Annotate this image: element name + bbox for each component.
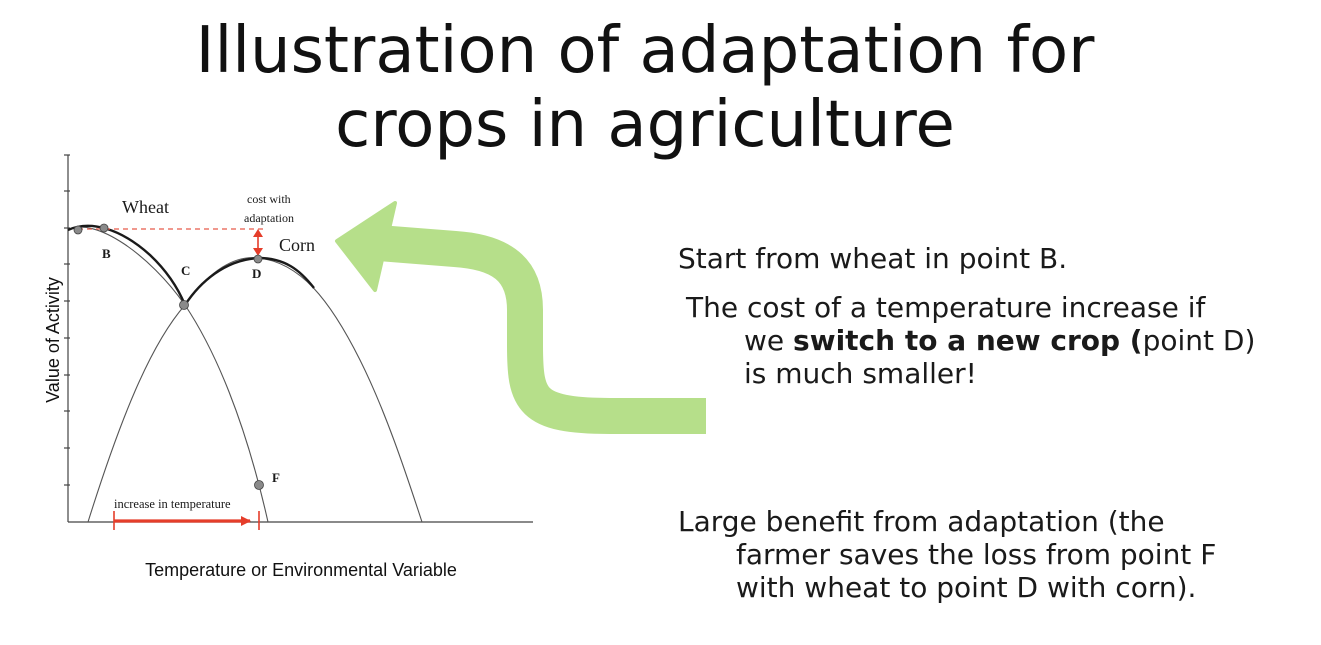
point-B-label: B: [102, 246, 111, 261]
envelope-curve: [67, 224, 315, 308]
slide-title: Illustration of adaptation for crops in …: [0, 14, 1290, 162]
benefit-text: Large benefit from adaptation (the farme…: [678, 505, 1216, 604]
cost-line-2-post: point D): [1142, 324, 1256, 357]
title-line-2: crops in agriculture: [335, 88, 955, 162]
y-axis: [64, 154, 70, 522]
start-line: Start from wheat in point B.: [678, 242, 1068, 275]
temperature-increase-arrow: [113, 511, 260, 530]
point-D-label: D: [252, 266, 261, 281]
increase-label: increase in temperature: [114, 497, 231, 511]
cost-line-2-pre: we: [744, 324, 794, 357]
start-text: Start from wheat in point B.: [678, 242, 1067, 275]
green-arrow-head: [335, 201, 397, 292]
y-axis-label: Value of Activity: [43, 277, 63, 403]
point-F-marker: [254, 480, 264, 490]
point-C-marker: [179, 300, 189, 310]
green-curved-arrow: [335, 201, 706, 434]
point-F-label: F: [272, 470, 280, 485]
point-C-label: C: [181, 263, 190, 278]
benefit-line-1: Large benefit from adaptation (the: [678, 505, 1165, 538]
cost-line-3: is much smaller!: [744, 357, 977, 390]
benefit-line-3: with wheat to point D with corn).: [736, 571, 1197, 604]
wheat-curve-full: [67, 226, 269, 523]
x-axis-label: Temperature or Environmental Variable: [145, 560, 457, 580]
cost-line-1: The cost of a temperature increase if: [686, 291, 1206, 324]
title-line-1: Illustration of adaptation for: [195, 14, 1095, 88]
cost-label-line2: adaptation: [244, 211, 294, 225]
wheat-label: Wheat: [122, 197, 169, 217]
cost-line-2: we switch to a new crop (point D): [686, 324, 1255, 357]
cost-line-2-bold: switch to a new crop (: [793, 324, 1143, 357]
cost-double-arrow: [253, 229, 263, 256]
point-D-marker: [253, 254, 263, 264]
point-B-marker: [99, 223, 109, 233]
point-start-marker: [73, 225, 83, 235]
cost-label-line1: cost with: [247, 192, 291, 206]
cost-text: The cost of a temperature increase if we…: [686, 291, 1255, 390]
benefit-line-2: farmer saves the loss from point F: [736, 538, 1217, 571]
corn-label: Corn: [279, 235, 315, 255]
